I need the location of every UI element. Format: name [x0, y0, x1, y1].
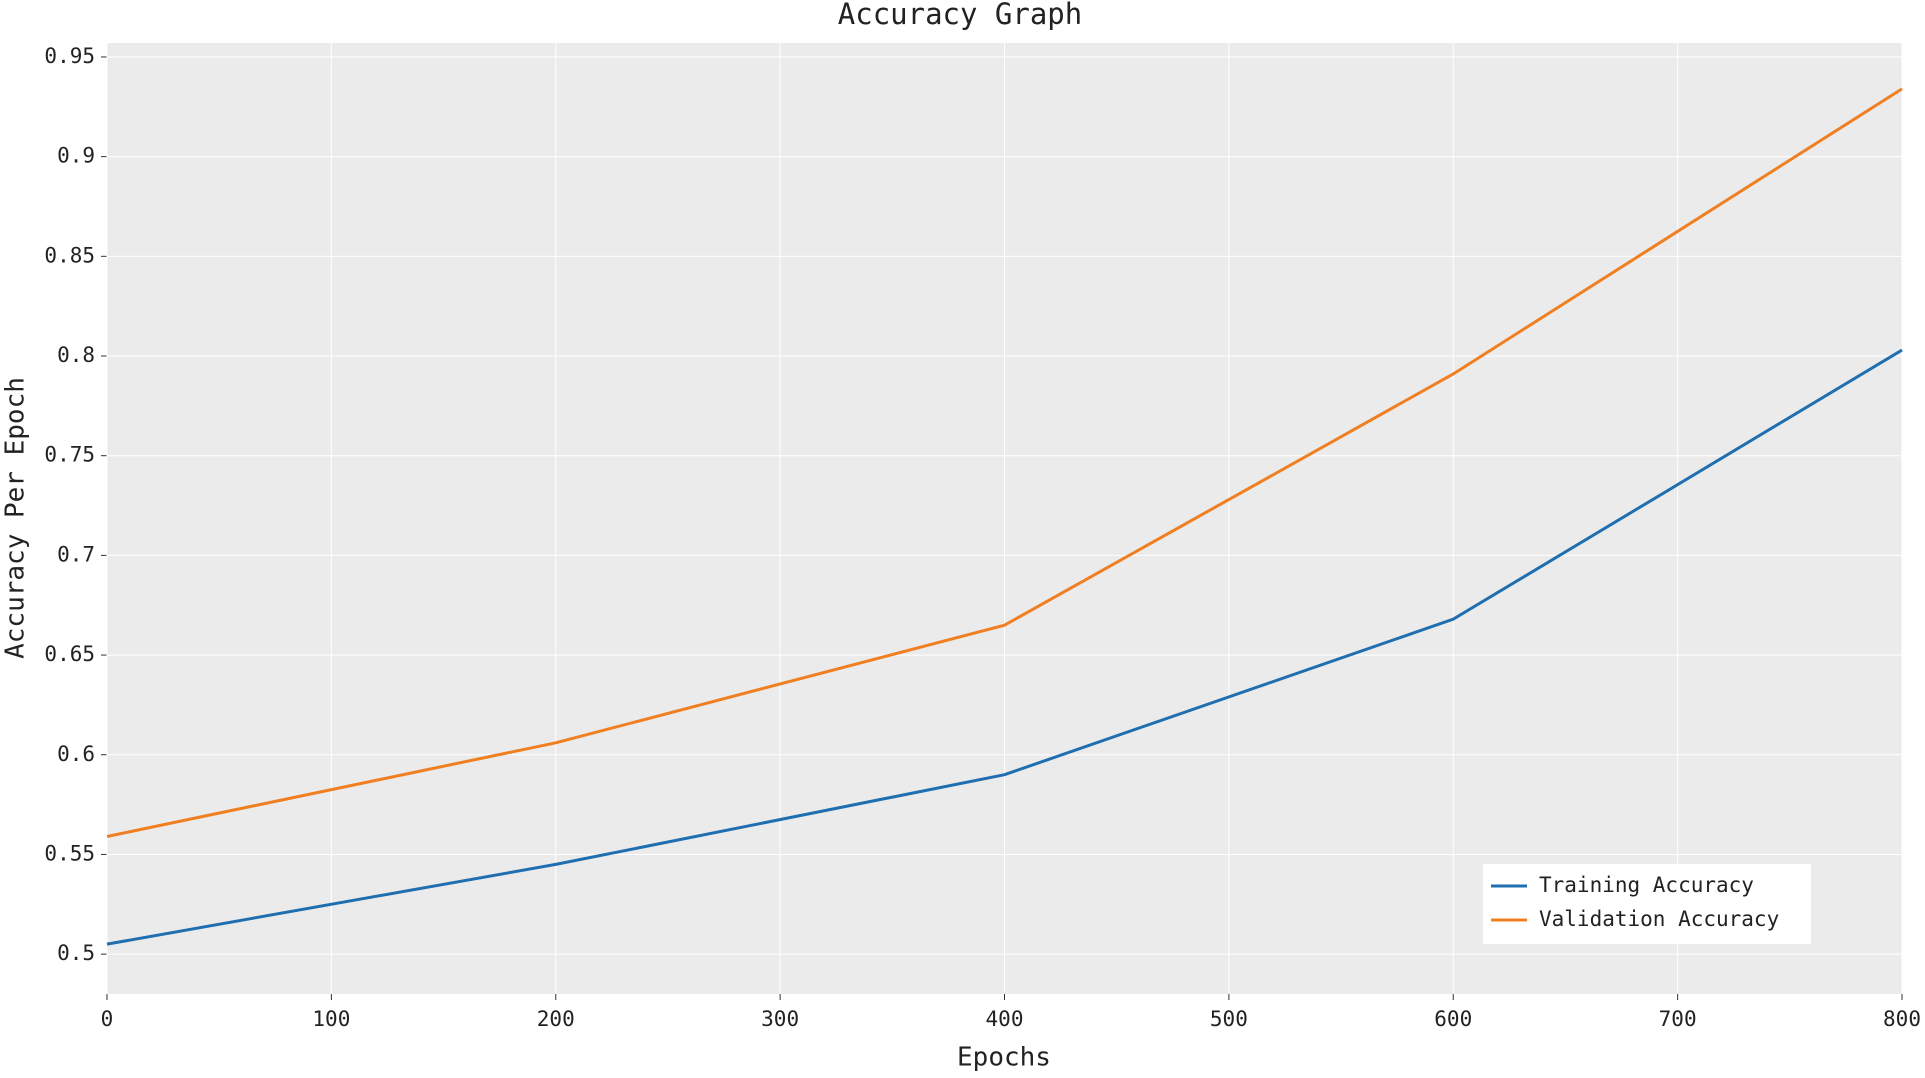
x-tick-label: 600 — [1434, 1007, 1472, 1031]
x-tick-label: 0 — [101, 1007, 114, 1031]
y-tick-label: 0.75 — [44, 443, 95, 467]
legend-box — [1483, 864, 1811, 944]
y-tick-label: 0.55 — [44, 841, 95, 865]
x-tick-label: 400 — [986, 1007, 1024, 1031]
y-tick-label: 0.8 — [57, 343, 95, 367]
x-tick-label: 200 — [537, 1007, 575, 1031]
y-axis-label: Accuracy Per Epoch — [1, 377, 31, 659]
y-tick-label: 0.6 — [57, 742, 95, 766]
x-axis-label: Epochs — [957, 1043, 1051, 1073]
x-tick-label: 300 — [761, 1007, 799, 1031]
legend-label: Validation Accuracy — [1539, 907, 1779, 931]
y-tick-label: 0.9 — [57, 144, 95, 168]
y-tick-label: 0.7 — [57, 542, 95, 566]
y-tick-label: 0.95 — [44, 44, 95, 68]
y-tick-label: 0.5 — [57, 941, 95, 965]
legend-label: Training Accuracy — [1539, 873, 1754, 897]
series-line — [106, 87, 1903, 838]
x-tick-label: 800 — [1883, 1007, 1921, 1031]
y-tick-label: 0.65 — [44, 642, 95, 666]
x-tick-label: 500 — [1210, 1007, 1248, 1031]
series-line — [106, 348, 1903, 946]
x-tick-label: 700 — [1659, 1007, 1697, 1031]
chart-title: Accuracy Graph — [838, 0, 1082, 31]
x-tick-label: 100 — [312, 1007, 350, 1031]
y-tick-label: 0.85 — [44, 243, 95, 267]
